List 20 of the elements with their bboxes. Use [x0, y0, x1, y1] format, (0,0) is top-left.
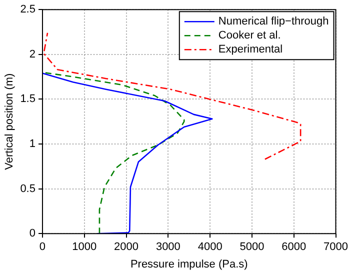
legend-label: Cooker et al.: [218, 30, 281, 42]
x-tick-label: 0: [39, 241, 46, 254]
y-tick-label: 1.5: [20, 93, 36, 106]
y-tick-label: 0: [29, 228, 36, 240]
y-tick-label: 0.5: [20, 182, 36, 195]
legend-label: Experimental: [218, 44, 283, 56]
x-tick-label: 4000: [198, 241, 222, 254]
x-tick-label: 7000: [324, 241, 348, 254]
y-tick-label: 2.5: [20, 4, 36, 16]
x-tick-label: 6000: [282, 241, 306, 254]
x-tick-label: 5000: [240, 241, 264, 254]
legend-label: Numerical flip−through: [218, 16, 329, 28]
line-series: [43, 32, 302, 160]
x-tick-label: 3000: [156, 241, 180, 254]
x-tick-label: 1000: [72, 241, 97, 254]
x-tick-label: 2000: [114, 241, 139, 254]
y-tick-label: 2: [29, 48, 36, 60]
y-tick-label: 1: [29, 138, 36, 150]
y-axis-title: Vertical position (m): [4, 73, 16, 170]
x-axis-title: Pressure impulse (Pa.s): [130, 258, 248, 270]
